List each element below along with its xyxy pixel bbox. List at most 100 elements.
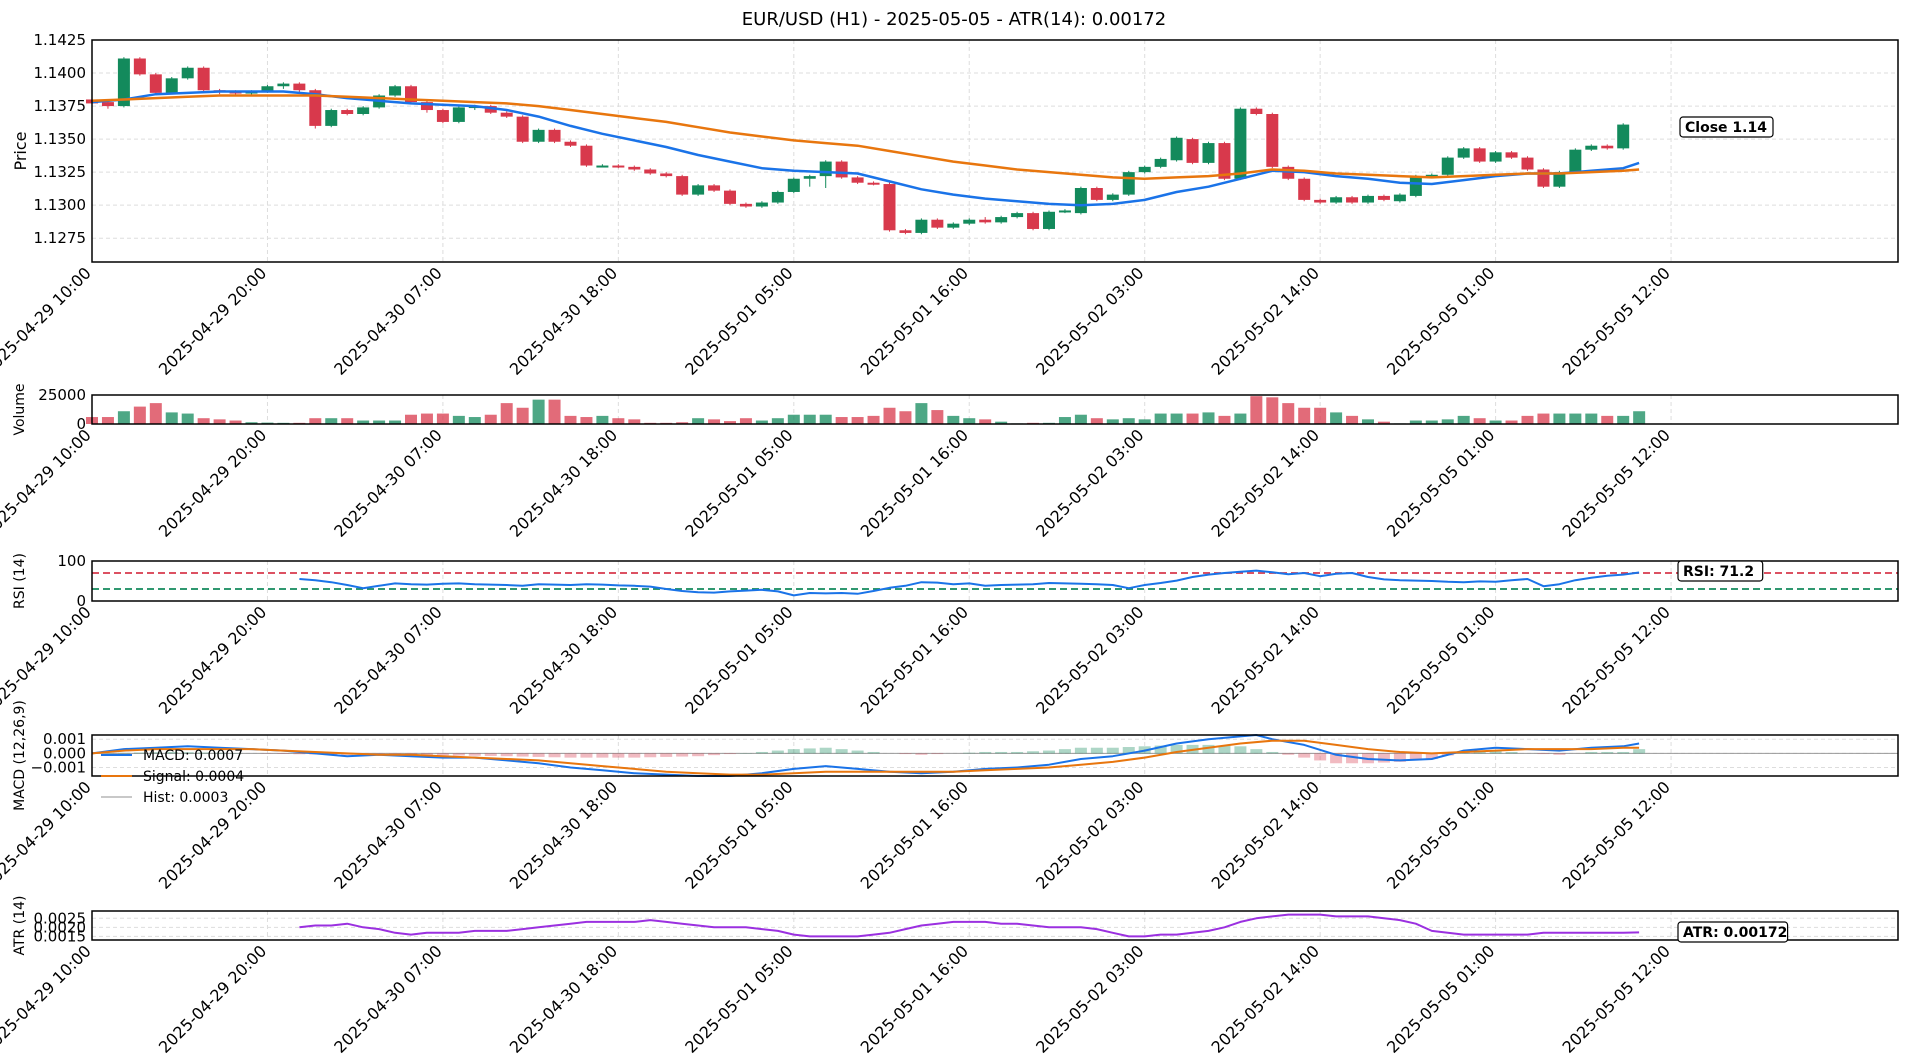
- price-panel-frame: [91, 39, 1899, 263]
- candle-down: [101, 102, 114, 107]
- macd-legend-label: Hist: 0.0003: [143, 790, 228, 806]
- volume-bar: [1553, 413, 1566, 424]
- volume-bar: [1505, 420, 1518, 424]
- candle-up: [755, 202, 768, 207]
- candle-down: [564, 141, 577, 146]
- price-x-tick-label: 2025-04-29 10:00: [0, 263, 95, 378]
- volume-bar: [1585, 413, 1598, 424]
- candle-down: [580, 145, 593, 166]
- macd-hist-bar: [1074, 747, 1087, 754]
- volume-bar: [1377, 421, 1390, 424]
- volume-bar: [1250, 396, 1263, 424]
- macd-hist-bar: [835, 749, 848, 754]
- rsi-x-tick-label: 2025-05-05 12:00: [1558, 602, 1673, 717]
- volume-bar: [1425, 420, 1438, 424]
- volume-bar: [1058, 417, 1071, 424]
- candle-down: [149, 74, 162, 93]
- atr-y-tick-label: 0.0015: [34, 927, 87, 945]
- macd-hist-bar: [787, 749, 800, 754]
- candle-up: [915, 219, 928, 233]
- macd-hist-bar: [1298, 753, 1311, 758]
- volume-bar: [452, 415, 465, 424]
- macd-hist-bar: [197, 752, 210, 754]
- atr-panel-frame: [91, 910, 1899, 941]
- volume-bar: [500, 403, 513, 424]
- macd-hist-bar: [452, 753, 465, 756]
- price-x-tick-label: 2025-05-01 16:00: [857, 263, 972, 378]
- candle-down: [851, 177, 864, 183]
- volume-bar: [117, 411, 130, 424]
- macd-legend-label: MACD: 0.0007: [143, 748, 243, 764]
- candle-down: [197, 67, 210, 91]
- candle-up: [452, 107, 465, 122]
- volume-bar: [181, 413, 194, 424]
- rsi-x-tick-label: 2025-05-05 01:00: [1383, 602, 1498, 717]
- macd-hist-bar: [500, 753, 513, 757]
- macd-hist-bar: [596, 753, 609, 758]
- macd-hist-bar: [1122, 747, 1135, 754]
- volume-bar: [1186, 413, 1199, 424]
- grid-layer: [92, 39, 1898, 940]
- volume-bar: [1617, 415, 1630, 424]
- volume-x-tick-label: 2025-05-05 12:00: [1558, 425, 1673, 540]
- candle-down: [1537, 169, 1550, 187]
- volume-x-tick-label: 2025-05-05 01:00: [1383, 425, 1498, 540]
- rsi-x-tick-label: 2025-05-02 03:00: [1032, 602, 1147, 717]
- macd-hist-bar: [1266, 751, 1279, 754]
- volume-bar: [867, 415, 880, 424]
- volume-bar: [101, 417, 114, 424]
- macd-hist-bar: [867, 751, 880, 754]
- volume-bar: [787, 414, 800, 424]
- macd-hist-bar: [628, 753, 641, 758]
- macd-hist-bar: [1218, 745, 1231, 754]
- macd-y-tick-label: −0.001: [30, 759, 86, 777]
- frame-layer: [91, 39, 1899, 941]
- volume-bar: [1234, 413, 1247, 424]
- atr-x-tick-label: 2025-04-29 10:00: [0, 941, 95, 1056]
- volume-bar: [899, 411, 912, 424]
- volume-x-tick-label: 2025-05-02 03:00: [1032, 425, 1147, 540]
- volume-bar: [133, 406, 146, 424]
- macd-hist-bar: [851, 750, 864, 754]
- candle-down: [899, 230, 912, 233]
- rsi-x-tick-label: 2025-04-29 20:00: [155, 602, 270, 717]
- candle-up: [1154, 158, 1167, 167]
- atr-x-tick-label: 2025-05-02 14:00: [1208, 941, 1323, 1056]
- volume-bar: [1521, 415, 1534, 424]
- atr-x-tick-label: 2025-04-30 18:00: [506, 941, 621, 1056]
- macd-hist-bar: [1234, 746, 1247, 754]
- candle-down: [420, 102, 433, 111]
- volume-bar: [1314, 407, 1327, 424]
- macd-hist-bar: [420, 753, 433, 756]
- volume-x-tick-label: 2025-04-30 07:00: [330, 425, 445, 540]
- candle-up: [1441, 157, 1454, 175]
- macd-hist-bar: [293, 753, 306, 755]
- macd-hist-bar: [819, 747, 832, 754]
- volume-bar: [1266, 397, 1279, 424]
- candle-down: [500, 112, 513, 117]
- volume-x-tick-label: 2025-05-02 14:00: [1208, 425, 1323, 540]
- volume-bar: [564, 415, 577, 424]
- macd-x-tick-label: 2025-05-01 16:00: [857, 777, 972, 892]
- candle-up: [995, 217, 1008, 223]
- atr-x-tick-label: 2025-04-30 07:00: [330, 941, 445, 1056]
- candle-up: [1553, 172, 1566, 187]
- volume-bar: [1362, 419, 1374, 424]
- candle-up: [277, 83, 290, 87]
- volume-bar: [389, 420, 402, 424]
- rsi-line: [299, 569, 1640, 597]
- volume-bar: [548, 399, 561, 424]
- macd-hist-bar: [692, 753, 705, 757]
- candle-up: [771, 191, 784, 203]
- candle-down: [516, 116, 529, 142]
- candle-up: [1409, 176, 1422, 196]
- volume-x-tick-label: 2025-05-01 16:00: [857, 425, 972, 540]
- candle-up: [1011, 213, 1024, 218]
- macd-hist-bar: [644, 753, 657, 758]
- macd-hist-bar: [1314, 753, 1327, 761]
- macd-hist-bar: [133, 752, 146, 754]
- candle-up: [1234, 108, 1247, 179]
- volume-bar: [1138, 419, 1151, 424]
- volume-bar: [915, 403, 928, 424]
- volume-x-tick-label: 2025-04-29 10:00: [0, 425, 95, 540]
